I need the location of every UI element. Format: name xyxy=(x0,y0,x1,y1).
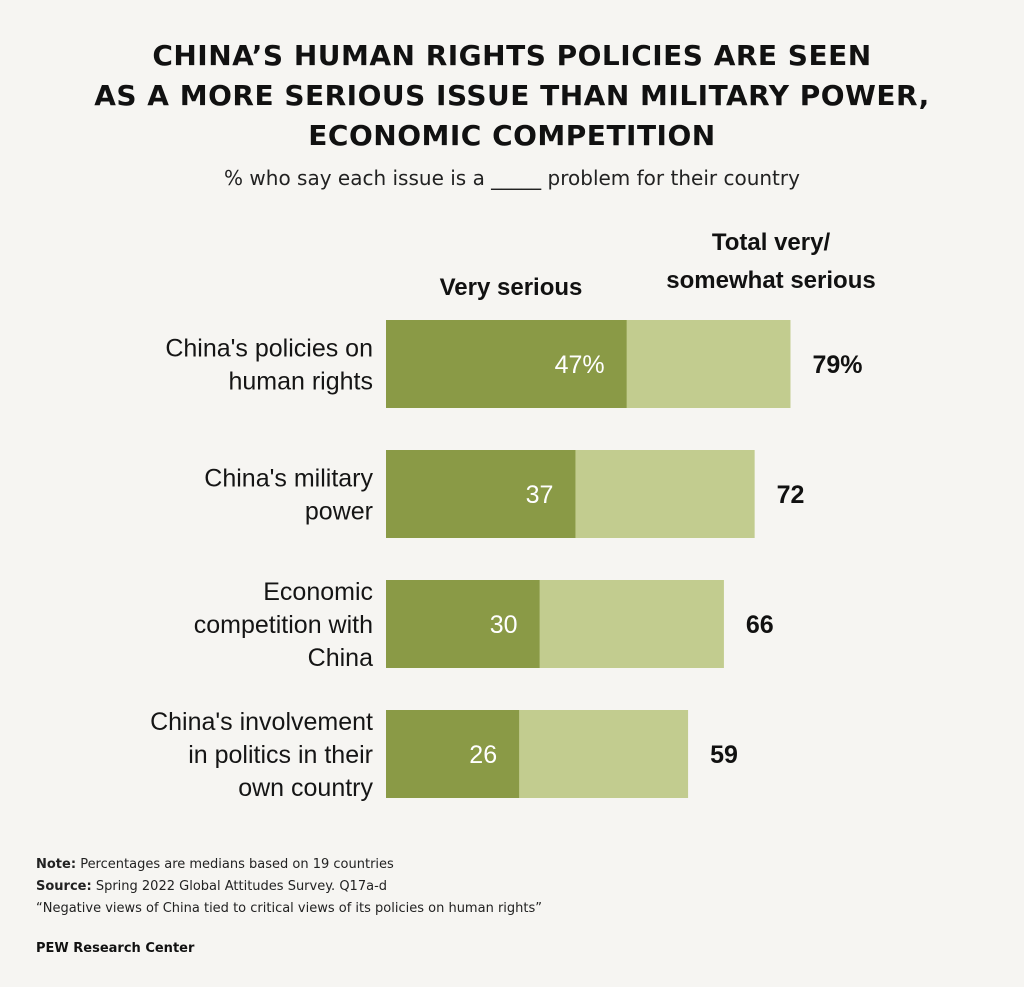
chart-title-line: CHINA’S HUMAN RIGHTS POLICIES ARE SEEN xyxy=(152,39,872,72)
footer-source: Source: Spring 2022 Global Attitudes Sur… xyxy=(36,879,387,894)
footer-source-text: Spring 2022 Global Attitudes Survey. Q17… xyxy=(95,879,388,894)
footer-source-label: Source: xyxy=(36,879,92,894)
chart-title-line: ECONOMIC COMPETITION xyxy=(308,119,716,152)
category-label-line: own country xyxy=(238,774,373,802)
legend-very-serious: Very serious xyxy=(440,274,583,301)
category-label-line: China's policies on xyxy=(165,335,373,363)
chart-subtitle: % who say each issue is a _____ problem … xyxy=(224,166,800,190)
bar-very-serious xyxy=(386,320,627,408)
footer-report-title: “Negative views of China tied to critica… xyxy=(36,901,542,916)
data-label-very-serious: 26 xyxy=(469,741,497,769)
category-label-line: China xyxy=(308,644,373,672)
category-label-line: human rights xyxy=(228,368,373,396)
category-label-line: China's military xyxy=(204,465,373,493)
category-label-line: China's involvement xyxy=(150,708,373,736)
category-label-line: in politics in their xyxy=(188,741,373,769)
pew-logo: PEW Research Center xyxy=(36,941,195,956)
category-label-line: power xyxy=(305,498,373,526)
data-label-total-serious: 59 xyxy=(710,741,738,769)
category-label-line: competition with xyxy=(194,611,373,639)
data-label-total-serious: 79% xyxy=(812,351,862,379)
chart-title-line: AS A MORE SERIOUS ISSUE THAN MILITARY PO… xyxy=(94,79,930,112)
chart-title: CHINA’S HUMAN RIGHTS POLICIES ARE SEEN A… xyxy=(0,36,1024,156)
legend-total-serious-line: Total very/ xyxy=(712,229,831,256)
footer-note-label: Note: xyxy=(36,857,77,872)
data-label-very-serious: 30 xyxy=(490,611,518,639)
category-label-line: Economic xyxy=(263,578,373,606)
data-label-total-serious: 66 xyxy=(746,611,774,639)
footer-note: Note: Percentages are medians based on 1… xyxy=(36,857,394,872)
bar-very-serious xyxy=(386,710,520,798)
legend-total-serious-line: somewhat serious xyxy=(666,267,875,294)
data-label-total-serious: 72 xyxy=(777,481,805,509)
footer-note-text: Percentages are medians based on 19 coun… xyxy=(80,857,394,872)
data-label-very-serious: 47% xyxy=(555,351,605,379)
bar-very-serious xyxy=(386,450,576,538)
data-label-very-serious: 37 xyxy=(526,481,554,509)
bar-very-serious xyxy=(386,580,540,668)
